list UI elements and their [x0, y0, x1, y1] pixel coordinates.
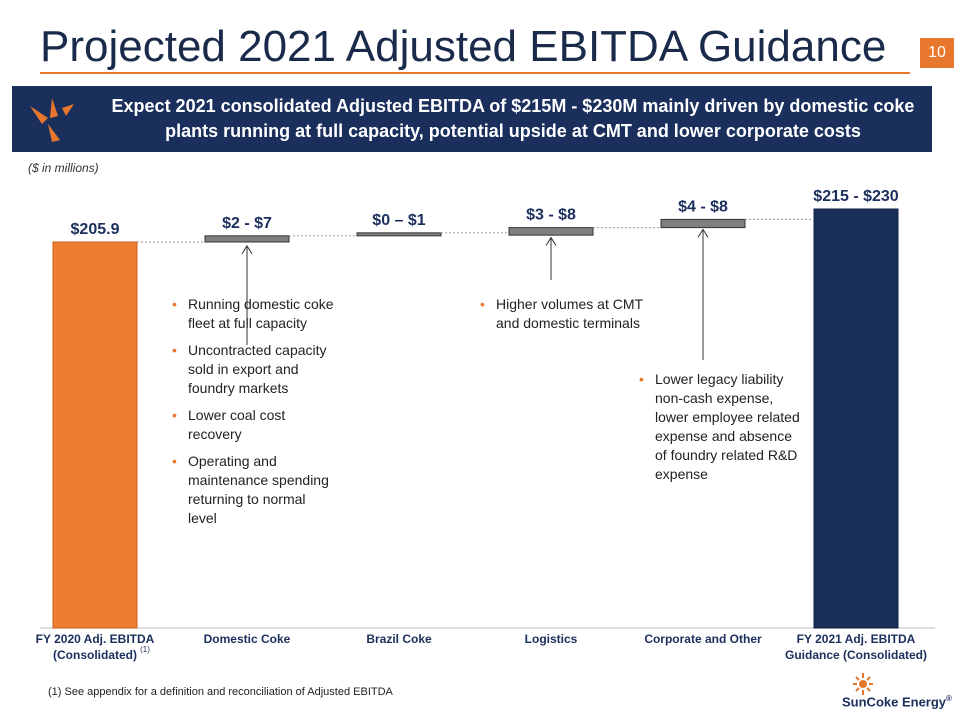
- footnote: (1) See appendix for a definition and re…: [48, 686, 393, 698]
- category-label-6-line-1: FY 2021 Adj. EBITDA: [797, 632, 916, 646]
- driver-bullet: Uncontracted capacity sold in export and…: [172, 341, 338, 398]
- corporate-drivers: Lower legacy liability non-cash expense,…: [637, 370, 805, 492]
- bar-3: [356, 232, 442, 237]
- domestic-coke-drivers: Running domestic coke fleet at full capa…: [170, 295, 338, 536]
- category-label-1-line-2: (Consolidated): [53, 648, 137, 662]
- page-number: 10: [920, 38, 954, 68]
- bar-1: [52, 241, 138, 629]
- category-label-4: Logistics: [525, 632, 578, 646]
- annotation-arrowhead-3: [697, 228, 709, 238]
- company-logo: SunCoke Energy®: [828, 672, 952, 716]
- bar-4: [508, 227, 594, 236]
- driver-bullet: Higher volumes at CMT and domestic termi…: [480, 295, 646, 333]
- logo-wordmark: SunCoke Energy®: [842, 694, 952, 709]
- annotation-arrowhead-1: [241, 244, 253, 255]
- category-footnote-marker: (1): [140, 645, 150, 654]
- bar-5: [660, 218, 746, 229]
- bar-label-3: $0 – $1: [372, 212, 425, 229]
- bar-label-5: $4 - $8: [678, 198, 728, 215]
- units-note: ($ in millions): [28, 161, 99, 175]
- title-underline: [40, 72, 910, 74]
- driver-bullet: Operating and maintenance spending retur…: [172, 452, 338, 528]
- logo-registered: ®: [946, 694, 952, 703]
- driver-bullet: Lower coal cost recovery: [172, 406, 338, 444]
- banner-text: Expect 2021 consolidated Adjusted EBITDA…: [111, 96, 915, 141]
- bar-label-1: $205.9: [71, 221, 120, 238]
- driver-bullet: Lower legacy liability non-cash expense,…: [639, 370, 805, 484]
- bar-label-2: $2 - $7: [222, 215, 272, 232]
- bar-label-4: $3 - $8: [526, 207, 576, 224]
- bar-label-6: $215 - $230: [813, 188, 899, 205]
- annotation-arrowhead-2: [545, 236, 557, 246]
- bar-6: [813, 208, 899, 629]
- driver-bullet: Running domestic coke fleet at full capa…: [172, 295, 338, 333]
- category-label-2: Domestic Coke: [204, 632, 291, 646]
- key-message-banner: Expect 2021 consolidated Adjusted EBITDA…: [12, 86, 932, 152]
- sun-icon: [853, 673, 873, 695]
- bar-2: [204, 235, 290, 243]
- logo-text: SunCoke Energy: [842, 694, 947, 710]
- category-label-6-line-2: Guidance (Consolidated): [785, 648, 927, 662]
- category-label-3: Brazil Coke: [366, 632, 432, 646]
- category-label-5: Corporate and Other: [644, 632, 762, 646]
- suncoke-mark-icon: [30, 98, 74, 142]
- slide-title: Projected 2021 Adjusted EBITDA Guidance: [40, 22, 887, 71]
- logistics-drivers: Higher volumes at CMT and domestic termi…: [478, 295, 646, 341]
- category-label-1-line-1: FY 2020 Adj. EBITDA: [36, 632, 155, 646]
